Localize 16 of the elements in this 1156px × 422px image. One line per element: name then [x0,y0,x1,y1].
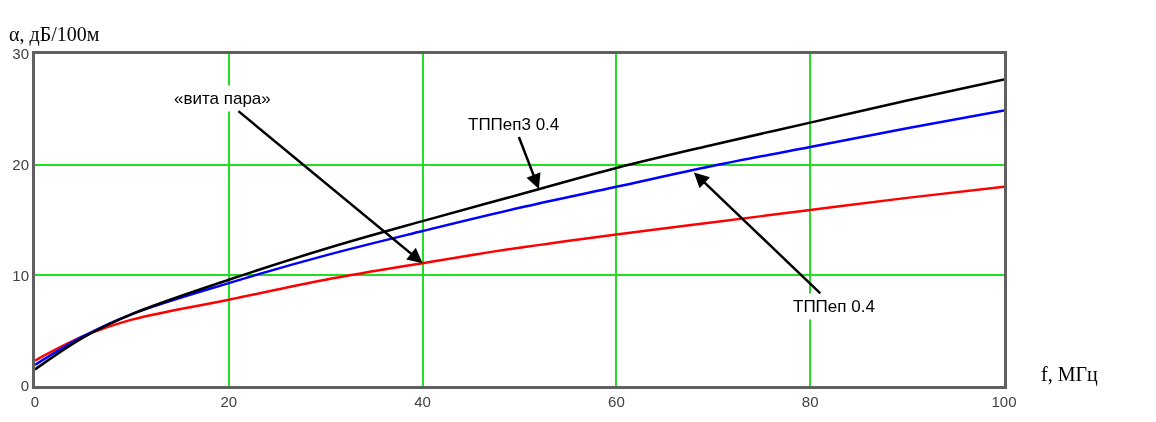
line-series [35,185,1004,362]
y-tick-label: 30 [12,45,29,63]
x-tick-label: 40 [414,393,431,410]
x-tick-label: 20 [220,393,238,410]
x-tick-label: 80 [801,393,819,410]
y-tick-label: 10 [12,266,29,284]
x-axis-title: f, МГц [1041,363,1099,386]
y-tick-label: 0 [20,377,29,395]
y-axis-title: α, дБ/100м [9,23,100,46]
annotation: «вита пара» [174,89,271,108]
annotation: ТППеп 0.4 [793,297,875,316]
annotation: ТППеп3 0.4 [468,115,560,134]
y-tick-label: 20 [12,155,29,173]
x-tick-label: 100 [991,393,1017,410]
x-tick-label: 60 [608,393,625,410]
x-tick-label: 0 [30,393,40,410]
